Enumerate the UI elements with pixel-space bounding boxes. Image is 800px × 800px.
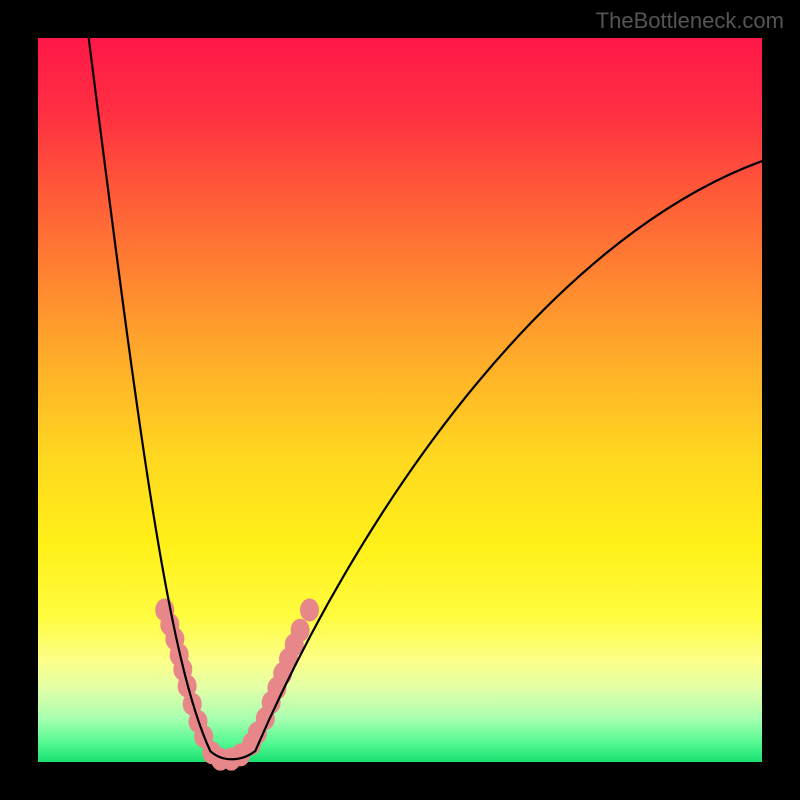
marker-point: [291, 619, 309, 641]
marker-point: [301, 599, 319, 621]
marker-group: [156, 599, 319, 770]
watermark-text: TheBottleneck.com: [596, 8, 784, 34]
v-curve-path: [89, 38, 762, 759]
curve-layer: [38, 38, 762, 762]
chart-container: TheBottleneck.com: [0, 0, 800, 800]
plot-area: [38, 38, 762, 762]
